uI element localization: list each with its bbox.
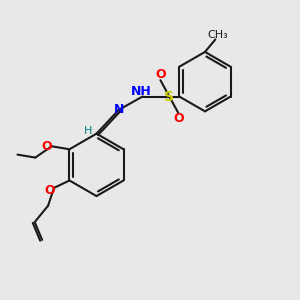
Text: S: S bbox=[164, 89, 174, 103]
Text: O: O bbox=[155, 68, 166, 81]
Text: CH₃: CH₃ bbox=[207, 30, 228, 40]
Text: H: H bbox=[84, 126, 92, 136]
Text: N: N bbox=[114, 103, 124, 116]
Text: NH: NH bbox=[131, 85, 152, 98]
Text: O: O bbox=[173, 112, 184, 125]
Text: O: O bbox=[44, 184, 55, 197]
Text: O: O bbox=[42, 140, 52, 153]
